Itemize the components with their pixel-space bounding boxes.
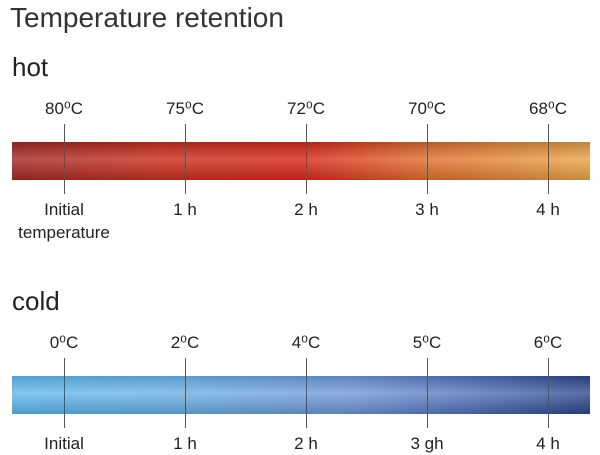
section-label: hot bbox=[12, 52, 49, 82]
tick-line bbox=[64, 358, 65, 428]
temperature-label: 68⁰C bbox=[528, 99, 567, 118]
tick-line bbox=[185, 358, 186, 428]
time-label: Initial temperature bbox=[18, 200, 110, 242]
time-label: 3 h bbox=[415, 200, 439, 219]
time-label: Initial bbox=[44, 434, 84, 453]
tick-line bbox=[427, 124, 428, 194]
time-label: 2 h bbox=[294, 434, 318, 453]
title: Temperature retention bbox=[10, 2, 284, 33]
time-label: 4 h bbox=[536, 200, 560, 219]
temperature-label: 5⁰C bbox=[412, 333, 442, 352]
temperature-bar bbox=[12, 376, 590, 414]
temperature-label: 6⁰C bbox=[533, 333, 563, 352]
temperature-bar bbox=[12, 142, 590, 180]
time-label: 2 h bbox=[294, 200, 318, 219]
tick-line bbox=[548, 124, 549, 194]
section-label: cold bbox=[12, 286, 60, 316]
tick-line bbox=[548, 358, 549, 428]
temperature-label: 70⁰C bbox=[407, 99, 446, 118]
time-label: 4 h bbox=[536, 434, 560, 453]
temperature-label: 0⁰C bbox=[49, 333, 79, 352]
temperature-label: 4⁰C bbox=[291, 333, 321, 352]
temperature-label: 75⁰C bbox=[165, 99, 204, 118]
time-label: 1 h bbox=[173, 200, 197, 219]
time-label: 1 h bbox=[173, 434, 197, 453]
tick-line bbox=[427, 358, 428, 428]
tick-line bbox=[185, 124, 186, 194]
tick-line bbox=[306, 124, 307, 194]
tick-line bbox=[64, 124, 65, 194]
temperature-label: 2⁰C bbox=[170, 333, 200, 352]
temperature-label: 72⁰C bbox=[286, 99, 325, 118]
time-label: 3 gh bbox=[410, 434, 444, 453]
temperature-label: 80⁰C bbox=[44, 99, 83, 118]
tick-line bbox=[306, 358, 307, 428]
